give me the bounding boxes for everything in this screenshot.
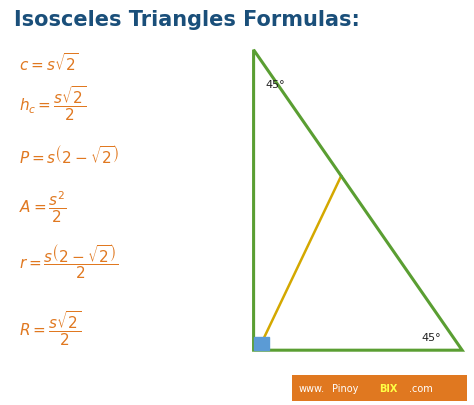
Text: Isosceles Triangles Formulas:: Isosceles Triangles Formulas: bbox=[14, 10, 360, 30]
Text: $h_c = \dfrac{s\sqrt{2}}{2}$: $h_c = \dfrac{s\sqrt{2}}{2}$ bbox=[19, 84, 87, 123]
Text: .com: .com bbox=[409, 383, 433, 393]
Text: BIX: BIX bbox=[379, 383, 398, 393]
Bar bbox=[292, 375, 467, 401]
Text: $P = s\left(2 - \sqrt{2}\right)$: $P = s\left(2 - \sqrt{2}\right)$ bbox=[19, 145, 119, 167]
Text: Pinoy: Pinoy bbox=[332, 383, 358, 393]
Text: 45°: 45° bbox=[265, 80, 285, 90]
Text: $r = \dfrac{s\left(2 - \sqrt{2}\right)}{2}$: $r = \dfrac{s\left(2 - \sqrt{2}\right)}{… bbox=[19, 242, 118, 281]
Text: www.: www. bbox=[299, 383, 325, 393]
Text: $R = \dfrac{s\sqrt{2}}{2}$: $R = \dfrac{s\sqrt{2}}{2}$ bbox=[19, 309, 81, 347]
Text: 45°: 45° bbox=[422, 333, 441, 342]
Text: $c = s\sqrt{2}$: $c = s\sqrt{2}$ bbox=[19, 52, 79, 74]
Polygon shape bbox=[254, 337, 269, 350]
Text: $A = \dfrac{s^2}{2}$: $A = \dfrac{s^2}{2}$ bbox=[19, 189, 67, 224]
